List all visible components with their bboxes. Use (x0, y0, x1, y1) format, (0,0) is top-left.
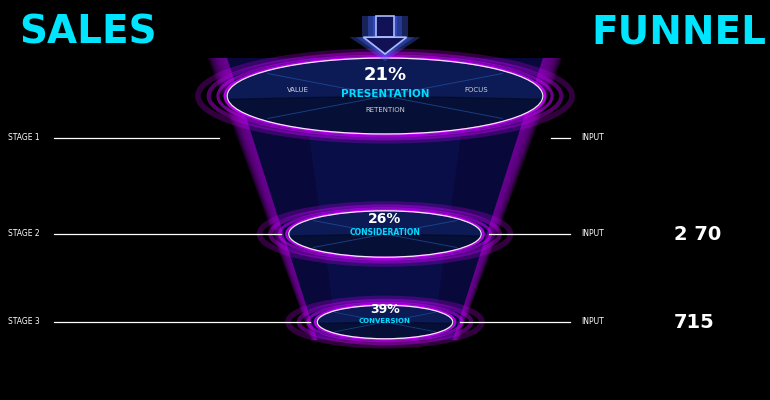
Polygon shape (298, 58, 472, 340)
Text: FUNNEL: FUNNEL (591, 13, 767, 51)
Polygon shape (216, 58, 554, 340)
Text: 26%: 26% (368, 212, 402, 226)
Ellipse shape (289, 211, 481, 257)
Polygon shape (224, 58, 546, 340)
Polygon shape (356, 37, 414, 58)
Text: INPUT: INPUT (581, 318, 604, 326)
Polygon shape (218, 58, 552, 340)
Polygon shape (219, 58, 551, 340)
Text: RETENTION: RETENTION (365, 108, 405, 114)
Polygon shape (363, 37, 407, 54)
Polygon shape (214, 58, 556, 340)
Text: 39%: 39% (370, 304, 400, 316)
Polygon shape (350, 37, 420, 61)
Text: CONVERSION: CONVERSION (359, 318, 411, 324)
Text: PRESENTATION: PRESENTATION (341, 89, 429, 99)
Text: SALES: SALES (20, 13, 157, 51)
Ellipse shape (317, 305, 453, 339)
Polygon shape (368, 16, 402, 37)
Text: CONSIDERATION: CONSIDERATION (350, 228, 420, 237)
Polygon shape (289, 234, 481, 257)
Text: INPUT: INPUT (581, 230, 604, 238)
Polygon shape (360, 37, 410, 56)
Text: INPUT: INPUT (581, 134, 604, 142)
Polygon shape (209, 58, 561, 340)
Polygon shape (317, 322, 453, 339)
Text: STAGE 3: STAGE 3 (8, 318, 39, 326)
Text: FOCUS: FOCUS (465, 87, 488, 93)
Polygon shape (373, 16, 397, 37)
Text: VALUE: VALUE (287, 87, 310, 93)
Text: 21%: 21% (363, 66, 407, 84)
Polygon shape (223, 58, 547, 340)
Ellipse shape (227, 58, 543, 134)
Polygon shape (362, 16, 408, 37)
Polygon shape (213, 58, 557, 340)
Polygon shape (221, 58, 549, 340)
Polygon shape (208, 58, 562, 340)
Polygon shape (376, 16, 394, 37)
Polygon shape (227, 58, 543, 340)
Text: 715: 715 (674, 312, 715, 332)
Text: STAGE 1: STAGE 1 (8, 134, 39, 142)
Polygon shape (228, 96, 542, 134)
Polygon shape (226, 58, 544, 340)
Text: 2 70: 2 70 (674, 224, 721, 244)
Text: STAGE 2: STAGE 2 (8, 230, 39, 238)
Polygon shape (211, 58, 559, 340)
